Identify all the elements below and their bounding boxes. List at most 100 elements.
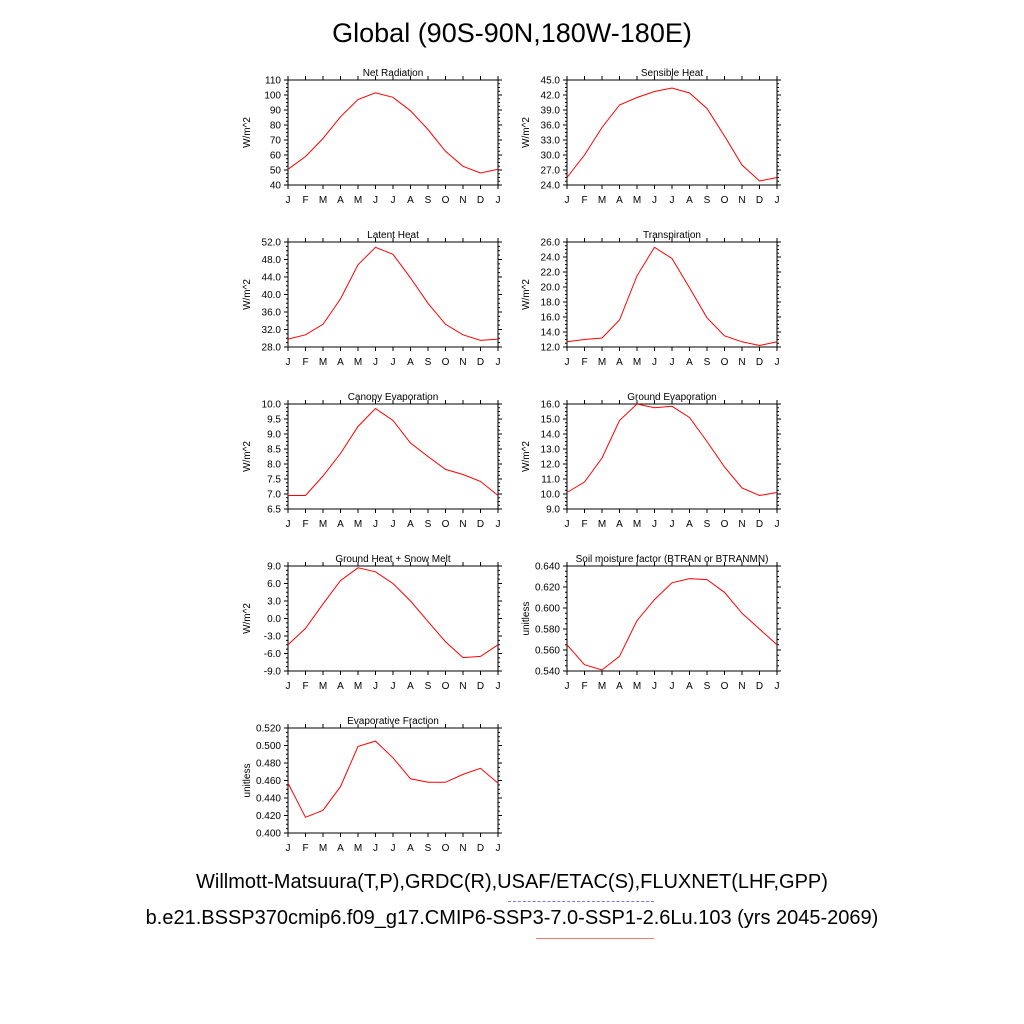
y-tick-label: 9.0: [267, 430, 281, 441]
plot-frame: [287, 79, 499, 186]
x-tick-label: A: [686, 195, 693, 206]
x-tick-label: F: [581, 681, 587, 692]
y-tick-label: 9.5: [267, 415, 281, 426]
y-tick-label: 6.5: [267, 505, 281, 516]
x-tick-label: A: [337, 843, 344, 854]
y-tick-label: 70: [270, 136, 282, 147]
x-tick-label: M: [598, 357, 606, 368]
x-tick-label: J: [565, 681, 570, 692]
x-tick-label: A: [407, 843, 414, 854]
x-tick-label: J: [565, 357, 570, 368]
y-tick-label: 3.0: [267, 597, 281, 608]
y-tick-label: 110: [265, 76, 281, 87]
x-tick-label: A: [686, 357, 693, 368]
y-axis-label: W/m^2: [242, 279, 253, 310]
chart-title: Canopy Evaporation: [348, 392, 439, 403]
y-tick-label: -3.0: [264, 632, 282, 643]
y-tick-label: 16.0: [541, 400, 561, 411]
plot-frame: [287, 403, 499, 510]
y-tick-label: 36.0: [541, 121, 561, 132]
x-tick-label: J: [391, 195, 396, 206]
y-axis-label: W/m^2: [242, 603, 253, 634]
x-tick-label: D: [477, 357, 484, 368]
y-tick-label: 9.0: [546, 505, 560, 516]
y-tick-label: 36.0: [262, 308, 282, 319]
series-line: [287, 740, 499, 818]
x-tick-label: A: [407, 519, 414, 530]
y-tick-label: 0.0: [267, 614, 281, 625]
chart-panel-8: Soil moisture factor (BTRAN or BTRANMN) u…: [521, 554, 781, 692]
x-tick-label: M: [598, 195, 606, 206]
series-line: [287, 92, 499, 174]
y-axis-label: W/m^2: [242, 441, 253, 472]
x-tick-label: J: [496, 357, 501, 368]
x-tick-label: A: [616, 681, 623, 692]
x-tick-label: J: [775, 195, 780, 206]
x-tick-label: M: [319, 843, 327, 854]
y-tick-label: 0.440: [256, 794, 281, 805]
x-tick-label: J: [652, 195, 657, 206]
y-tick-label: 7.5: [267, 475, 281, 486]
y-tick-label: 28.0: [262, 343, 282, 354]
x-tick-label: A: [616, 519, 623, 530]
chart-title: Latent Heat: [367, 230, 419, 241]
series-line: [288, 407, 499, 496]
x-tick-label: F: [302, 357, 308, 368]
x-tick-label: J: [670, 519, 675, 530]
y-tick-label: 0.640: [535, 562, 560, 573]
x-tick-label: N: [738, 195, 745, 206]
y-tick-label: 13.0: [541, 445, 561, 456]
y-tick-label: 11.0: [541, 475, 560, 486]
x-tick-label: A: [407, 357, 414, 368]
y-tick-label: 12.0: [541, 460, 561, 471]
chart-panel-7: Ground Heat + Snow Melt W/m^2 -9.0 -6.0 -3.0…: [242, 554, 502, 692]
x-tick-label: F: [581, 357, 587, 368]
y-tick-label: 26.0: [541, 238, 561, 249]
y-tick-label: -9.0: [264, 667, 282, 678]
y-tick-label: 10.0: [541, 490, 561, 501]
plot-frame: [287, 565, 499, 672]
x-tick-label: J: [496, 681, 501, 692]
chart-title: Transpiration: [643, 230, 701, 241]
x-tick-label: S: [704, 195, 711, 206]
y-tick-label: 0.540: [535, 667, 560, 678]
x-tick-label: A: [337, 195, 344, 206]
y-axis-label: W/m^2: [521, 441, 532, 472]
x-tick-label: A: [407, 195, 414, 206]
x-tick-label: A: [337, 519, 344, 530]
x-tick-label: S: [704, 357, 711, 368]
x-tick-label: M: [633, 357, 641, 368]
x-tick-label: S: [425, 357, 432, 368]
plot-frame: [566, 565, 778, 672]
x-tick-label: J: [670, 681, 675, 692]
y-axis-label: W/m^2: [242, 117, 253, 148]
x-tick-label: J: [391, 519, 396, 530]
x-tick-label: J: [652, 681, 657, 692]
x-tick-label: M: [633, 195, 641, 206]
x-tick-label: M: [319, 195, 327, 206]
y-tick-label: 0.620: [535, 583, 560, 594]
plot-frame: [566, 403, 778, 510]
chart-panel-9: Evaporative Fraction unitless 0.400 0.420 0.…: [242, 716, 502, 854]
y-tick-label: 12.0: [541, 343, 561, 354]
x-tick-label: D: [756, 357, 763, 368]
y-tick-label: 0.520: [256, 724, 281, 735]
y-tick-label: 32.0: [262, 325, 282, 336]
y-tick-label: 6.0: [267, 579, 281, 590]
x-tick-label: A: [337, 357, 344, 368]
chart-title: Sensible Heat: [641, 68, 703, 79]
x-tick-label: F: [302, 519, 308, 530]
x-tick-label: J: [286, 357, 291, 368]
x-tick-label: S: [425, 681, 432, 692]
x-tick-label: A: [686, 681, 693, 692]
x-tick-label: J: [775, 681, 780, 692]
y-tick-label: 52.0: [262, 238, 282, 249]
x-tick-label: D: [756, 195, 763, 206]
x-tick-label: D: [477, 681, 484, 692]
x-tick-label: J: [652, 519, 657, 530]
x-tick-label: M: [598, 681, 606, 692]
y-tick-label: 60: [270, 151, 282, 162]
x-tick-label: J: [565, 195, 570, 206]
x-tick-label: D: [477, 843, 484, 854]
